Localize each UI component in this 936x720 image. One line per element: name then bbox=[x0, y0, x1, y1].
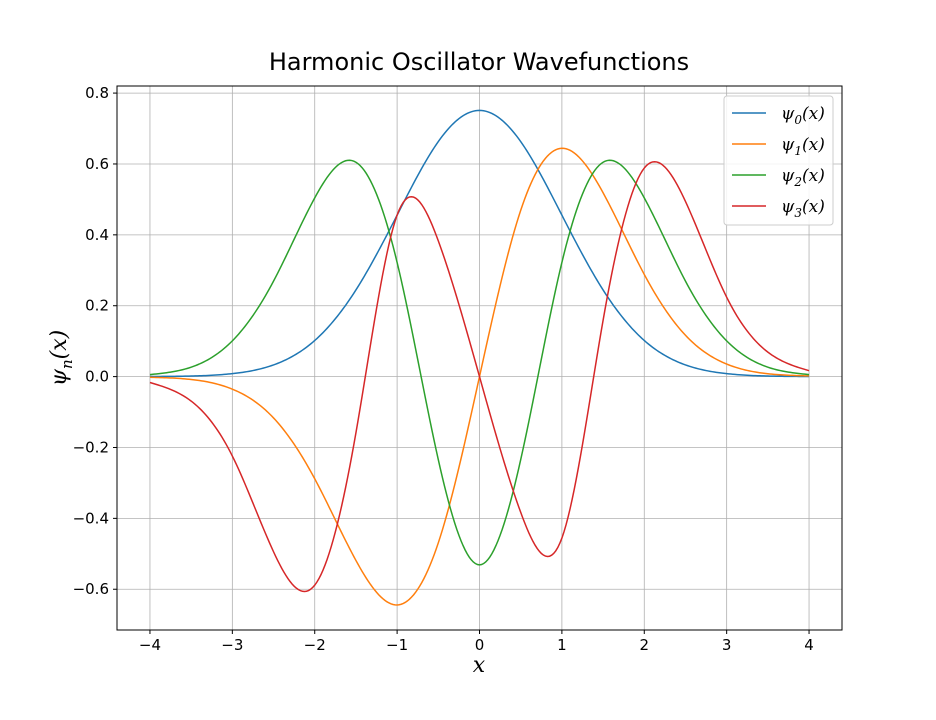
legend-label-base: ψ bbox=[781, 197, 795, 217]
legend-label-tail: (x) bbox=[802, 166, 825, 186]
legend-label-base: ψ bbox=[781, 104, 795, 124]
legend-label: ψ2(x) bbox=[781, 166, 825, 189]
legend-label-sub: 3 bbox=[794, 206, 802, 220]
y-tick-label: 0.4 bbox=[85, 226, 109, 244]
legend-label: ψ1(x) bbox=[781, 135, 825, 158]
legend-label-sub: 1 bbox=[794, 144, 802, 158]
x-tick-label: −3 bbox=[221, 636, 243, 654]
legend-label-base: ψ bbox=[781, 135, 795, 155]
y-tick-label: 0.0 bbox=[85, 368, 109, 386]
x-tick-label: 2 bbox=[639, 636, 649, 654]
y-tick-label: −0.6 bbox=[73, 580, 109, 598]
legend-frame bbox=[723, 95, 834, 226]
y-label-base: ψ bbox=[47, 368, 72, 386]
x-tick-label: 0 bbox=[475, 636, 485, 654]
x-tick-label: −1 bbox=[386, 636, 408, 654]
x-tick-label: 3 bbox=[722, 636, 732, 654]
legend-label-sub: 0 bbox=[794, 113, 802, 127]
x-axis-label: x bbox=[473, 653, 486, 678]
legend-label: ψ3(x) bbox=[781, 197, 825, 220]
x-tick-label: −2 bbox=[304, 636, 326, 654]
legend-label-tail: (x) bbox=[802, 104, 825, 124]
legend-label-sub: 2 bbox=[793, 175, 802, 189]
series-line-psi3 bbox=[149, 160, 810, 593]
series-line-psi2 bbox=[149, 159, 810, 566]
y-tick-label: 0.2 bbox=[85, 297, 109, 315]
legend-label-tail: (x) bbox=[802, 197, 825, 217]
x-tick-label: 4 bbox=[804, 636, 814, 654]
plot-series bbox=[149, 109, 810, 606]
x-tick-label: 1 bbox=[557, 636, 567, 654]
chart-title: Harmonic Oscillator Wavefunctions bbox=[269, 48, 689, 76]
axis-ticks: −4 −3 −2 −1 0 1 2 3 4 −0.6 −0.4 −0.2 0.0 0.2 0.4 0.6 0.8 bbox=[73, 84, 814, 654]
x-tick-label: −4 bbox=[139, 636, 161, 654]
y-tick-label: 0.8 bbox=[85, 84, 109, 102]
y-axis-label: ψn(x) bbox=[47, 330, 76, 387]
legend-label-base: ψ bbox=[781, 166, 795, 186]
y-tick-label: 0.6 bbox=[85, 155, 109, 173]
y-axis-label-text: ψn(x) bbox=[47, 330, 76, 387]
legend-label-tail: (x) bbox=[802, 135, 825, 155]
legend: ψ0(x)ψ1(x)ψ2(x)ψ3(x) bbox=[723, 95, 834, 226]
series-line-psi0 bbox=[149, 109, 810, 378]
y-tick-label: −0.2 bbox=[73, 438, 109, 456]
y-tick-label: −0.4 bbox=[73, 509, 109, 527]
y-label-tail: (x) bbox=[47, 330, 72, 360]
legend-label: ψ0(x) bbox=[781, 104, 825, 127]
y-label-sub: n bbox=[58, 359, 76, 369]
